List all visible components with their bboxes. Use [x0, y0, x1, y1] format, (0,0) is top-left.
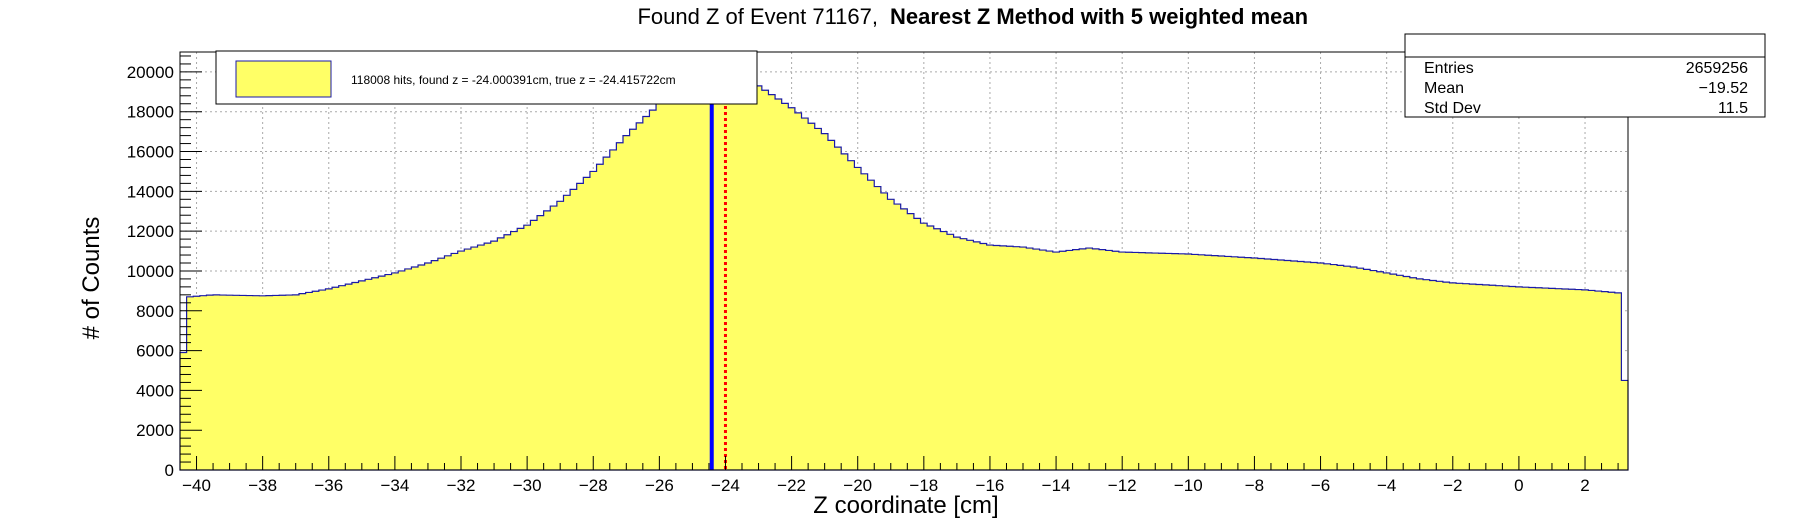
x-tick-label: −34	[380, 476, 409, 495]
y-tick-label: 2000	[136, 421, 174, 440]
x-tick-label: −40	[182, 476, 211, 495]
x-tick-label: −2	[1443, 476, 1462, 495]
x-tick-label: −20	[843, 476, 872, 495]
x-tick-label: −16	[976, 476, 1005, 495]
y-tick-label: 10000	[127, 262, 174, 281]
x-tick-label: −22	[777, 476, 806, 495]
x-tick-label: −18	[909, 476, 938, 495]
y-tick-label: 4000	[136, 381, 174, 400]
stats-box[interactable]: Entries 2659256 Mean −19.52 Std Dev 11.5	[1404, 33, 1766, 118]
x-tick-label: −26	[645, 476, 674, 495]
x-tick-label: −4	[1377, 476, 1396, 495]
x-tick-label: −14	[1042, 476, 1071, 495]
title-normal: Found Z of Event 71167,	[637, 4, 878, 29]
y-axis-label: # of Counts	[78, 217, 105, 340]
x-tick-label: −8	[1245, 476, 1264, 495]
stats-entries-label: Entries	[1424, 60, 1474, 77]
x-tick-label: −38	[248, 476, 277, 495]
x-tick-label: −28	[579, 476, 608, 495]
x-tick-label: −32	[447, 476, 476, 495]
y-tick-label: 16000	[127, 143, 174, 162]
x-tick-label: −10	[1174, 476, 1203, 495]
y-tick-label: 0	[165, 461, 174, 480]
axes: −40 −38 −36 −34 −32 −30 −28 −26 −24 −22 −20 −18 −16−…	[127, 55, 1619, 495]
legend-entry: 118008 hits, found z = -24.000391cm, tru…	[351, 73, 676, 87]
x-tick-label: 2	[1580, 476, 1589, 495]
x-tick-label: −36	[314, 476, 343, 495]
x-tick-label: 0	[1514, 476, 1523, 495]
stats-entries-value: 2659256	[1686, 60, 1748, 77]
title-bold: Nearest Z Method with 5 weighted mean	[890, 4, 1308, 29]
stats-stddev-label: Std Dev	[1424, 100, 1481, 117]
legend-swatch	[235, 60, 332, 98]
z-markers	[709, 94, 727, 470]
legend[interactable]: 118008 hits, found z = -24.000391cm, tru…	[215, 50, 758, 105]
y-tick-label: 6000	[136, 342, 174, 361]
stats-frame	[1404, 33, 1766, 118]
stats-mean-label: Mean	[1424, 80, 1464, 97]
histogram-area	[179, 73, 1629, 471]
x-tick-label: −24	[711, 476, 740, 495]
plot-frame	[179, 51, 1629, 471]
y-tick-label: 20000	[127, 63, 174, 82]
stats-mean-value: −19.52	[1699, 80, 1748, 97]
stats-stddev-value: 11.5	[1718, 100, 1748, 117]
x-tick-label: −6	[1311, 476, 1330, 495]
y-tick-label: 8000	[136, 302, 174, 321]
histogram-bars	[179, 73, 1629, 471]
x-tick-label: −30	[513, 476, 542, 495]
y-tick-label: 12000	[127, 222, 174, 241]
x-tick-label: −12	[1108, 476, 1137, 495]
y-tick-label: 18000	[127, 103, 174, 122]
y-tick-label: 14000	[127, 182, 174, 201]
chart-title: Found Z of Event 71167, Nearest Z Method…	[637, 4, 1308, 29]
x-axis-label: Z coordinate [cm]	[813, 492, 998, 519]
